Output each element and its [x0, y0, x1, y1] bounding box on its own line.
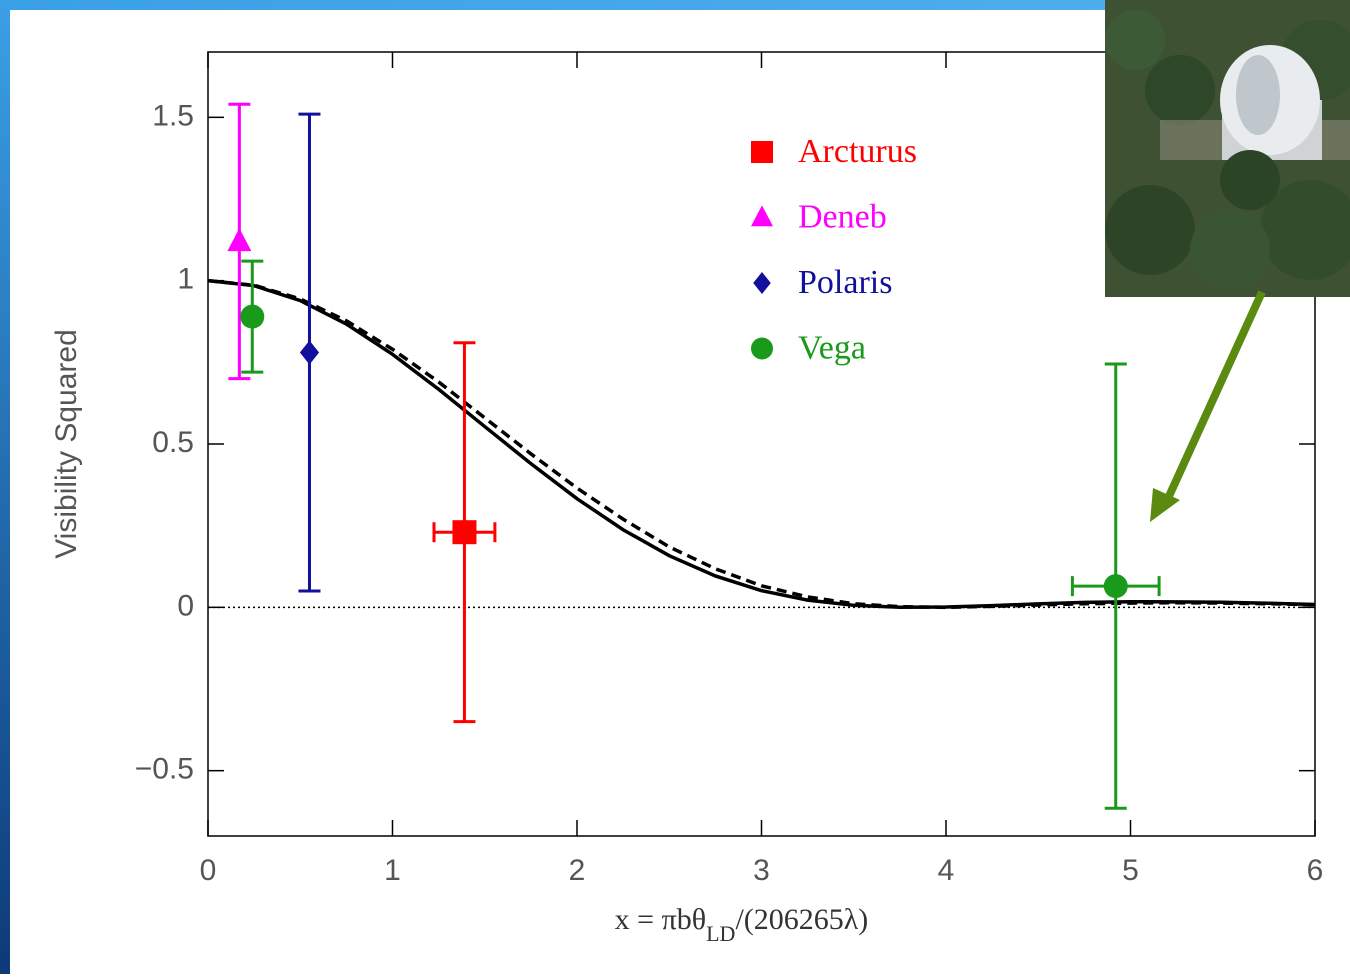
legend-label: Polaris [798, 264, 892, 301]
model-curve [208, 281, 1315, 608]
marker [300, 341, 319, 365]
x-axis-label-part: /(206265λ) [735, 903, 868, 936]
y-tick-label: 1 [177, 263, 194, 296]
photo [1105, 0, 1350, 297]
legend-marker [751, 141, 773, 163]
x-axis-label: x = πbθLD/(206265λ) [615, 903, 869, 946]
legend-label: Vega [798, 329, 866, 366]
x-tick-label: 3 [753, 854, 770, 887]
y-tick-label: 0.5 [152, 426, 194, 459]
x-axis-label-part: LD [706, 921, 735, 946]
x-tick-label: 5 [1122, 854, 1139, 887]
left-border [0, 0, 10, 974]
x-tick-label: 4 [938, 854, 955, 887]
x-tick-label: 1 [384, 854, 401, 887]
chart: 0 1 2 3 4 5 6 −0.5 0 0.5 1 1.5 Visibility Squared x =… [0, 0, 1350, 974]
marker [227, 228, 251, 251]
arrow-shaft [1165, 292, 1262, 505]
marker [240, 305, 264, 329]
y-tick-label: 1.5 [152, 99, 194, 132]
legend-marker [751, 338, 773, 360]
marker [452, 520, 476, 544]
y-axis-label: Visibility Squared [50, 329, 83, 559]
x-axis-label-part: x = πbθ [615, 903, 706, 936]
y-tick-label: 0 [177, 589, 194, 622]
marker [1104, 574, 1128, 598]
model-curve [208, 281, 1315, 608]
legend-marker [751, 205, 773, 226]
legend-label: Arcturus [798, 133, 917, 170]
legend-marker [753, 272, 771, 294]
x-tick-label: 2 [569, 854, 586, 887]
y-tick-label: −0.5 [135, 753, 194, 786]
page: 0 1 2 3 4 5 6 −0.5 0 0.5 1 1.5 Visibility Squared x =… [0, 0, 1350, 974]
x-tick-label: 0 [200, 854, 217, 887]
arrow-head [1150, 488, 1180, 522]
x-tick-label: 6 [1307, 854, 1324, 887]
legend-label: Deneb [798, 198, 887, 235]
